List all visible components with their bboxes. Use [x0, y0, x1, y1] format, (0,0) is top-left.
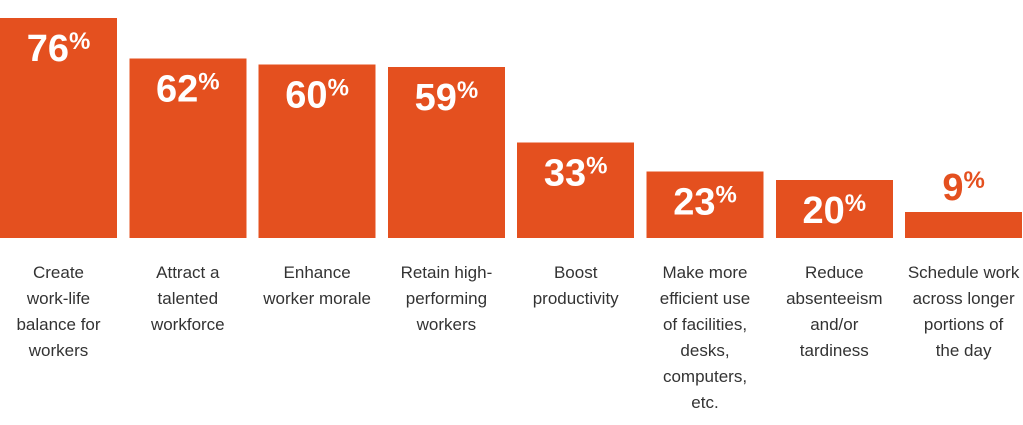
- bar-3: [387, 67, 505, 238]
- category-label-4: Boost productivity: [533, 263, 619, 308]
- bar-value-label-1: 62%: [156, 69, 220, 111]
- bars-group: [0, 18, 1023, 238]
- bar-2: [258, 64, 376, 238]
- category-label-0: Create work-life balance for workers: [16, 263, 100, 360]
- bar-value-label-0: 76%: [27, 28, 91, 70]
- bar-value-label-4: 33%: [544, 153, 608, 195]
- bar-7: [905, 211, 1023, 238]
- category-labels-group: Create work-life balance for workers Attract…: [16, 263, 1019, 412]
- bar-1: [129, 58, 247, 238]
- bar-value-label-2: 60%: [285, 74, 349, 116]
- bar-value-label-6: 20%: [802, 190, 866, 232]
- bar-value-label-5: 23%: [673, 181, 737, 223]
- category-label-6: Reduce absenteeism and/or tardiness: [786, 263, 882, 360]
- bar-6: [775, 180, 893, 238]
- category-label-3: Retain high-performing workers: [401, 263, 493, 334]
- category-label-1: Attract a talented workforce: [150, 263, 225, 334]
- value-labels-group: 76% 62% 60% 59% 33% 23% 20% 9%: [27, 28, 985, 232]
- category-label-7: Schedule work across longer portions of the…: [908, 263, 1020, 360]
- bar-4: [517, 142, 635, 238]
- category-label-2: Enhance worker morale: [262, 263, 371, 308]
- bar-value-label-3: 59%: [415, 77, 479, 119]
- category-label-5: Make more efficient use of facilities, desk…: [660, 263, 750, 412]
- bar-0: [0, 18, 117, 238]
- bar-value-label-7: 9%: [942, 167, 984, 209]
- bar-5: [646, 171, 764, 238]
